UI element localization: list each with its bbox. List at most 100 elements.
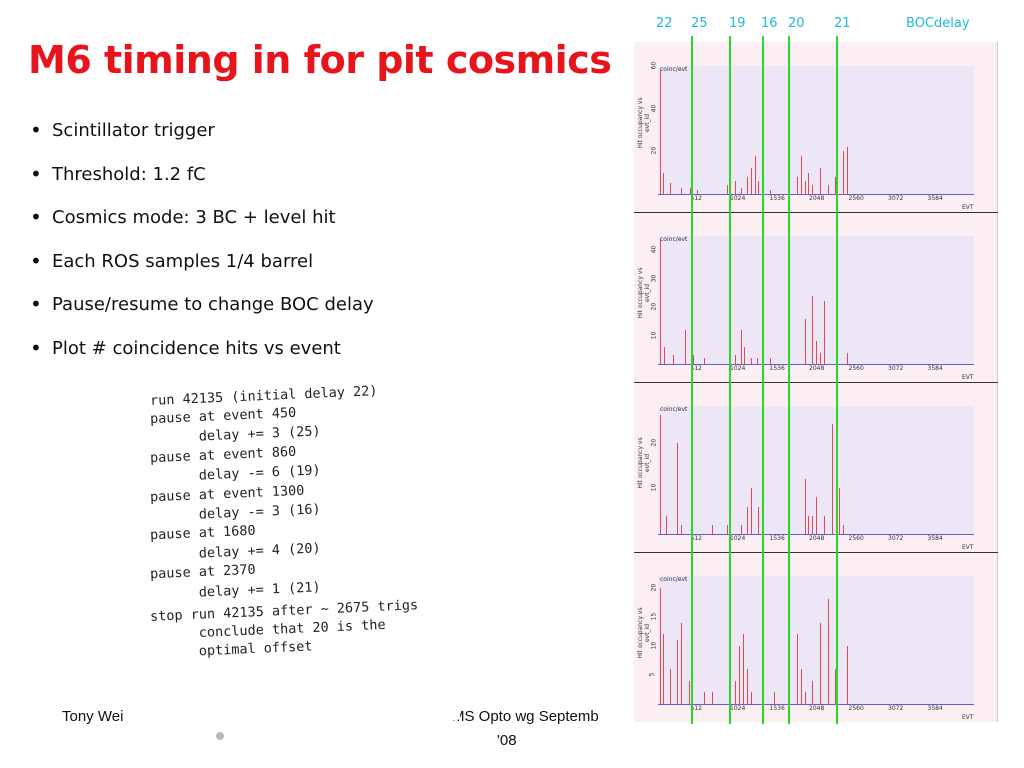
data-bar [839,488,841,534]
data-bar [735,680,737,704]
ytick-label: 40 [650,104,658,112]
data-bar [820,168,821,194]
data-bar [681,187,683,194]
xtick-label: 512 [690,365,702,372]
data-bar [660,238,662,364]
data-bar [735,355,737,364]
data-bar [750,358,752,364]
ytick-label: 60 [650,61,658,70]
data-bar [741,524,743,534]
data-bar [756,358,758,364]
delay-marker-line [691,36,693,724]
delay-label: BOCdelay [906,16,970,31]
note-line: pause at event 860 [149,443,297,466]
plot-xlabel: EVT [962,374,974,381]
xtick-label: 2560 [848,195,864,202]
ytick-label: 5 [648,672,656,677]
data-bar [660,415,662,534]
data-bar [750,488,752,534]
xtick-label: 3584 [927,195,943,202]
data-bar [800,155,802,194]
delay-label: 19 [729,16,746,31]
occupancy-panel: coinc/evt Hit occupancy vs evt_id 10 20 30 40… [634,212,998,382]
delay-label: 21 [834,16,851,31]
data-bar [758,506,760,534]
ytick-label: 20 [650,302,658,311]
xtick-label: 2560 [848,535,864,542]
data-bar [796,176,798,194]
note-line: pause at 1680 [149,522,256,543]
xtick-label: 2560 [848,705,864,712]
note-line: delay -= 3 (16) [149,501,321,525]
data-bar [741,329,743,364]
xtick-label: 1536 [769,535,785,542]
data-bar [669,669,671,704]
data-bar [804,692,806,704]
data-bar [688,680,690,704]
data-bar [769,189,771,194]
plot-title: coinc/evt [660,66,688,73]
data-bar [847,147,848,194]
data-bar [800,669,802,704]
data-bar [823,515,825,534]
xtick-label: 512 [690,195,702,202]
ytick-label: 10 [650,331,658,339]
xtick-label: 1024 [730,365,746,372]
occupancy-panel: coinc/evt Hit occupancy vs evt_id 10 20 512 1… [634,382,998,552]
xtick-label: 1536 [769,705,785,712]
data-bar [669,183,671,194]
data-bar [662,172,664,194]
xtick-label: 1024 [730,705,746,712]
data-bar [827,599,829,704]
footer-author: Tony Wei [62,708,124,725]
xtick-label: 1536 [769,365,785,372]
plot-xlabel: EVT [962,714,974,721]
decorative-dot [216,732,224,740]
data-bar [690,187,692,194]
xtick-label: 512 [690,705,702,712]
panel-separator [634,382,998,383]
data-bar [692,355,694,364]
ytick-label: 15 [650,612,658,621]
plot-title: coinc/evt [660,236,688,243]
bullet-icon: • [30,205,42,229]
data-bar [827,185,829,194]
delay-label: 20 [788,16,805,31]
data-bar [804,181,806,194]
data-bar [808,515,810,534]
data-bar [660,70,662,194]
xtick-label: 3584 [927,535,943,542]
plot-area [658,66,974,195]
data-bar [820,352,821,364]
xtick-label: 512 [690,535,702,542]
data-bar [696,189,698,194]
xtick-label: 2048 [809,705,825,712]
data-bar [712,524,713,534]
plot-title: coinc/evt [660,576,688,583]
data-bar [744,346,746,364]
plot-area [658,576,974,705]
bullet-list: • Scintillator trigger • Threshold: 1.2 fC… [30,118,374,381]
data-bar [812,680,814,704]
data-bar [847,645,848,704]
ytick-label: 20 [650,438,658,446]
plot-ylabel: Hit occupancy vs evt_id [637,97,651,149]
delay-marker-line [836,36,838,724]
data-bar [665,515,667,534]
bullet-icon: • [30,161,42,186]
data-bar [796,634,798,704]
panel-separator [634,212,998,213]
data-bar [769,358,771,364]
note-line: delay += 4 (20) [149,540,321,564]
occupancy-panel: coinc/evt Hit occupancy vs evt_id 20 40 60 51… [634,42,998,212]
bullet-item: • Threshold: 1.2 fC [30,161,206,186]
data-bar [681,524,683,534]
bullet-item: • Cosmics mode: 3 BC + level hit [30,205,336,229]
plot-ylabel: Hit occupancy vs evt_id [637,607,651,659]
slide-title: M6 timing in for pit cosmics [28,38,612,82]
occupancy-plots: coinc/evt Hit occupancy vs evt_id 20 40 60 51… [634,42,998,724]
data-bar [677,442,679,534]
data-bar [835,176,837,194]
footer-year: '08 [497,732,517,749]
data-bar [664,346,666,364]
